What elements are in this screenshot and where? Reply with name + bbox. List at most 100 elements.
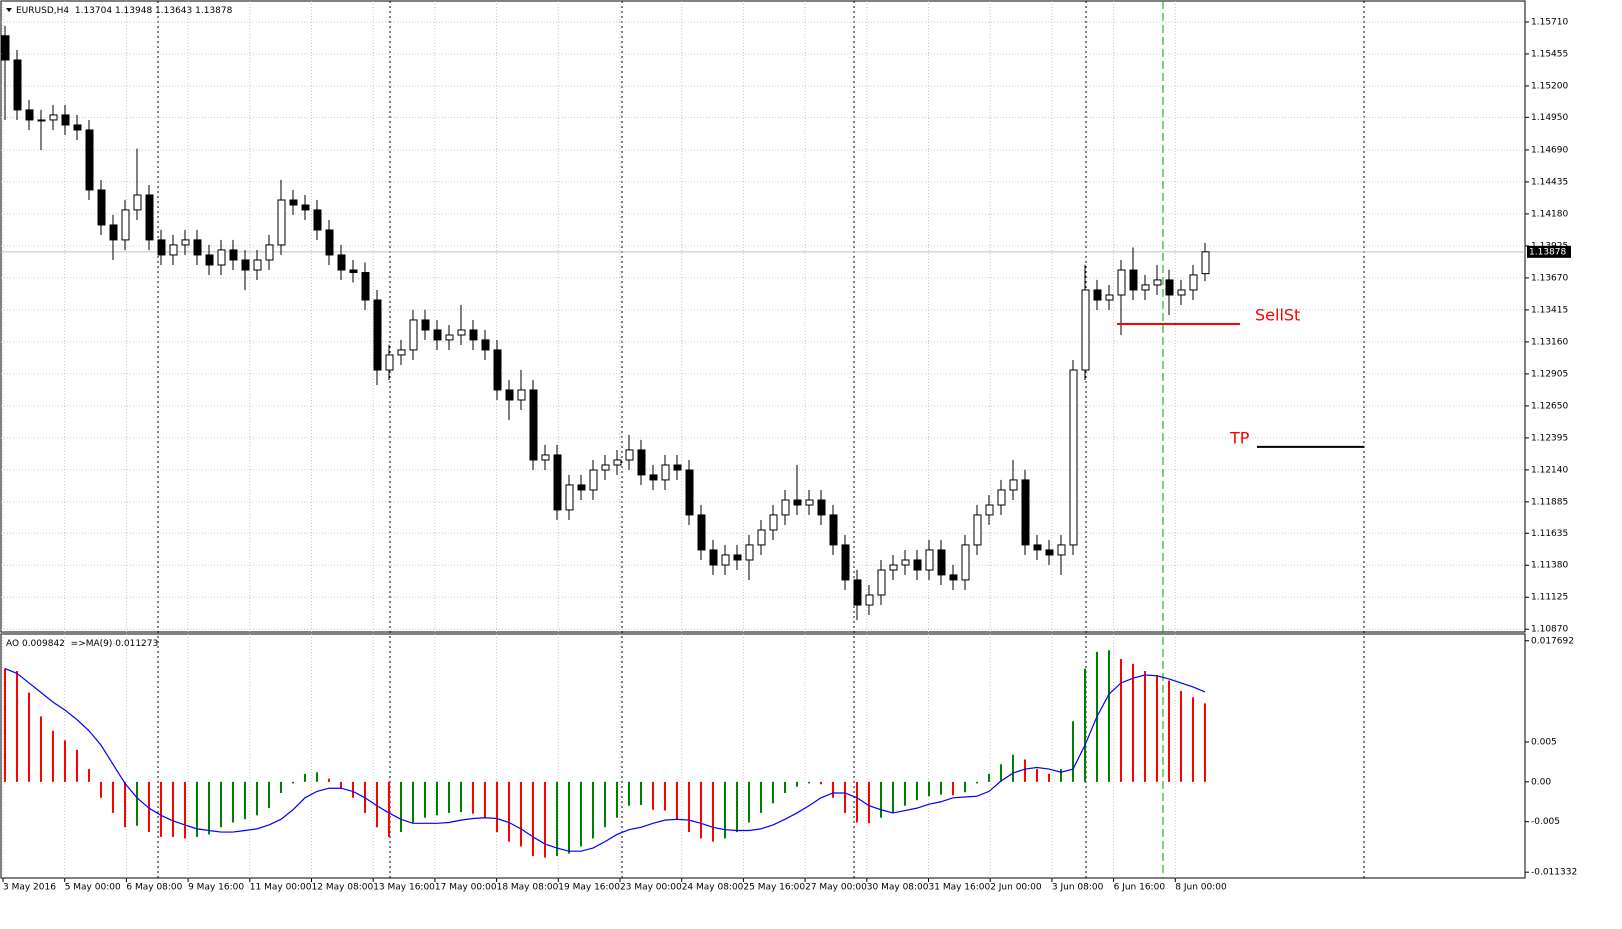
candle-body (601, 464, 610, 471)
candle-body (181, 239, 190, 246)
annotation-label: SellSt (1255, 305, 1300, 324)
candle-body (709, 549, 718, 566)
x-tick-label: 3 May 2016 (3, 883, 56, 893)
candle-body (637, 449, 646, 476)
y-tick-label: 0.00 (1531, 777, 1551, 787)
candle-body (781, 499, 790, 516)
y-tick-label: 1.11380 (1531, 561, 1568, 571)
y-tick-label: 1.10870 (1531, 625, 1568, 635)
candle-body (661, 464, 670, 481)
high-value: 1.13948 (115, 6, 152, 16)
candle-body (553, 454, 562, 511)
x-tick-label: 12 May 08:00 (312, 883, 374, 893)
close-value: 1.13878 (195, 6, 232, 16)
y-tick-label: 1.13160 (1531, 337, 1568, 347)
x-tick-label: 11 May 00:00 (250, 883, 312, 893)
x-tick-label: 13 May 16:00 (373, 883, 435, 893)
price-label: 1.13878 (1529, 247, 1566, 257)
x-tick-label: 9 May 16:00 (188, 883, 244, 893)
candle-body (37, 119, 46, 122)
candle-body (853, 579, 862, 606)
candle-body (577, 484, 586, 491)
candle-body (1057, 544, 1066, 556)
candle-body (565, 484, 574, 511)
candle-body (697, 514, 706, 551)
candle-body (193, 239, 202, 256)
candle-body (505, 389, 514, 401)
candle-body (625, 449, 634, 461)
y-tick-label: 1.11885 (1531, 497, 1568, 507)
candle-body (13, 59, 22, 111)
x-tick-label: 30 May 08:00 (867, 883, 929, 893)
symbol: EURUSD,H4 (16, 6, 69, 16)
annotation-label: TP (1229, 428, 1250, 447)
candle-body (277, 199, 286, 246)
y-tick-label: -0.005 (1531, 817, 1560, 827)
x-tick-label: 31 May 16:00 (929, 883, 991, 893)
candle-body (61, 114, 70, 126)
grid (1, 1, 1525, 882)
candle-body (373, 299, 382, 371)
candle-body (301, 204, 310, 211)
candle-body (1009, 479, 1018, 491)
candle-body (805, 499, 814, 506)
y-tick-label: 1.15710 (1531, 17, 1568, 27)
y-tick-label: 1.13415 (1531, 305, 1568, 315)
x-tick-label: 18 May 08:00 (497, 883, 559, 893)
low-value: 1.13643 (155, 6, 192, 16)
candle-body (433, 329, 442, 341)
candle-body (1189, 274, 1198, 291)
candle-body (1045, 549, 1054, 556)
candle-body (1177, 289, 1186, 296)
candle-body (457, 329, 466, 336)
candle-body (1117, 269, 1126, 296)
candle-body (1165, 279, 1174, 296)
candle-body (589, 469, 598, 491)
candle-body (325, 229, 334, 256)
candle-body (481, 339, 490, 351)
candle-body (229, 249, 238, 261)
ma-value: 0.011273 (115, 639, 158, 649)
x-tick-label: 27 May 00:00 (805, 883, 867, 893)
x-tick-label: 3 Jun 08:00 (1052, 883, 1104, 893)
candle-body (649, 474, 658, 481)
candle-body (1033, 544, 1042, 551)
candle-body (361, 272, 370, 301)
candle-body (289, 199, 298, 206)
candle-body (517, 389, 526, 401)
candle-body (337, 254, 346, 271)
candle-body (217, 249, 226, 266)
y-tick-label: 0.005 (1531, 737, 1557, 747)
x-tick-label: 25 May 16:00 (743, 883, 805, 893)
candle-body (673, 464, 682, 471)
main-frame (0, 0, 1526, 633)
candle-body (145, 194, 154, 241)
candle-body (85, 129, 94, 191)
ma-line (4, 668, 1206, 852)
candle-body (157, 239, 166, 256)
y-tick-label: 1.15455 (1531, 49, 1568, 59)
candle-body (445, 334, 454, 341)
candle-body (1141, 284, 1150, 291)
candle-body (133, 194, 142, 211)
candle-body (97, 189, 106, 226)
y-tick-label: 1.12140 (1531, 465, 1568, 475)
candle-body (985, 504, 994, 516)
x-tick-label: 19 May 16:00 (558, 883, 620, 893)
candle-body (901, 559, 910, 566)
indicator-header: AO 0.009842 =>MA(9) 0.011273 (6, 639, 158, 649)
y-tick-label: 1.14435 (1531, 177, 1568, 187)
candle-body (421, 319, 430, 331)
y-tick-label: 1.14950 (1531, 113, 1568, 123)
candle-body (1081, 289, 1090, 371)
candle-body (1153, 279, 1162, 286)
candle-body (1021, 479, 1030, 546)
menu-triangle[interactable] (6, 8, 12, 12)
candle-body (1093, 289, 1102, 301)
candle-body (745, 544, 754, 561)
y-tick-label: 1.12905 (1531, 369, 1568, 379)
candle-body (769, 514, 778, 531)
candle-body (925, 549, 934, 571)
y-tick-label: 1.12650 (1531, 401, 1568, 411)
y-tick-label: 1.12395 (1531, 433, 1568, 443)
